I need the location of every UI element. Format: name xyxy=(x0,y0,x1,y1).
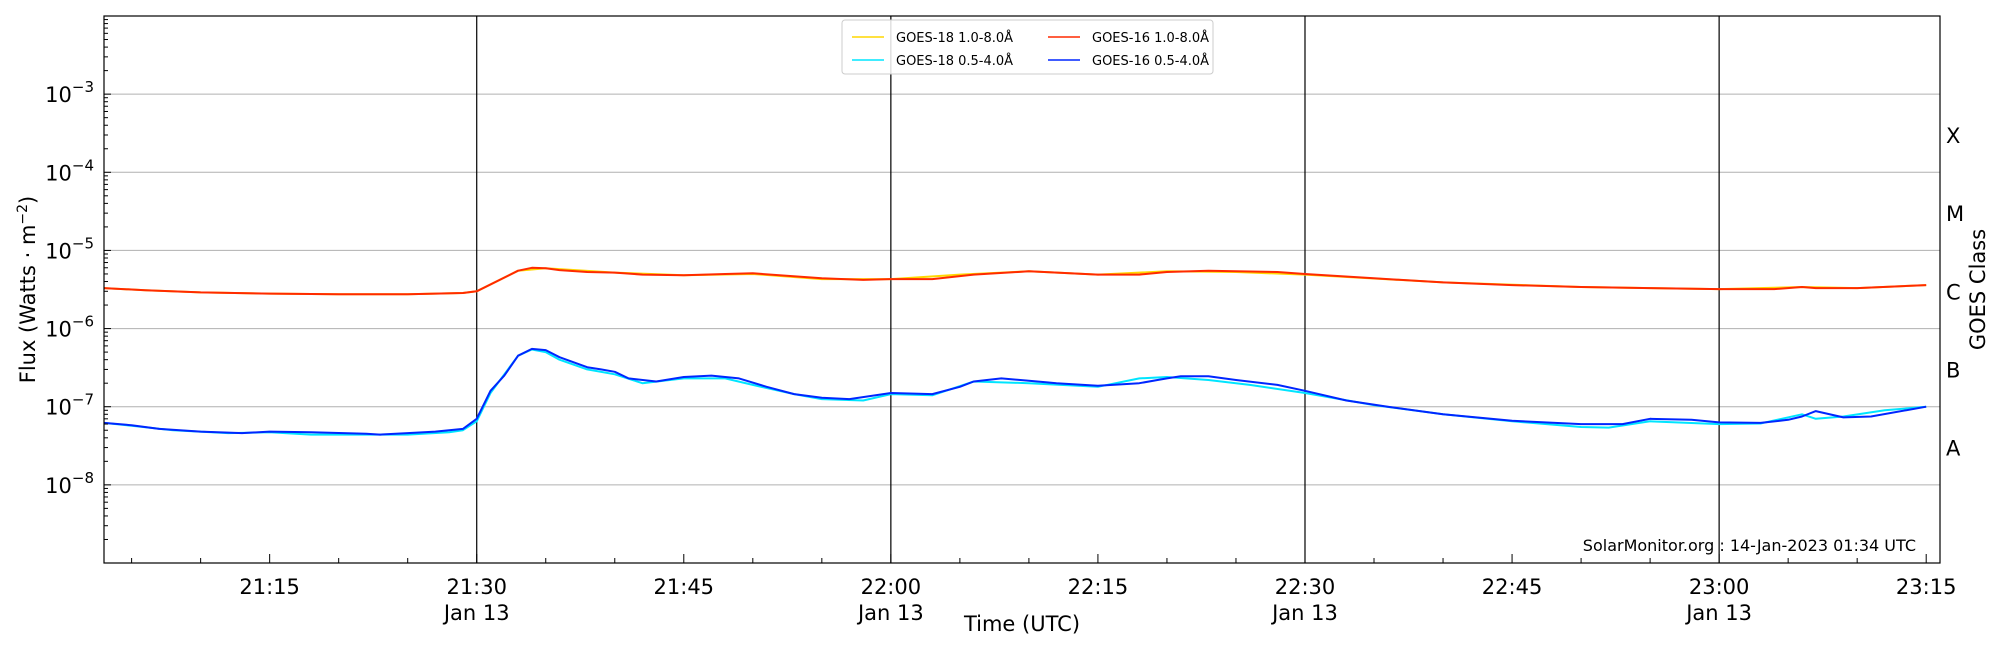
y-tick-label-exponent: −6 xyxy=(72,313,94,331)
series-line-goes16-long xyxy=(103,266,1927,296)
y-axis-label-superscript: −2 xyxy=(15,204,31,225)
y-tick-label: 10−5 xyxy=(45,234,94,263)
goes-class-labels-layer: A B C M X xyxy=(1946,124,1964,461)
y-tick-label-base: 10 xyxy=(45,161,72,185)
y-tick-label-base: 10 xyxy=(45,83,72,107)
y-tick-label: 10−3 xyxy=(45,78,94,107)
y-tick-label-exponent: −5 xyxy=(72,234,94,252)
goes-class-label: B xyxy=(1946,358,1960,382)
y-ticks-layer: 10−810−710−610−510−410−3 xyxy=(45,19,111,540)
goes-class-label: M xyxy=(1946,202,1964,226)
x-tick-label: 21:30 xyxy=(446,575,507,599)
goes-class-label: A xyxy=(1946,437,1961,461)
x-tick-label: 23:00 xyxy=(1689,575,1750,599)
x-tick-date-label: Jan 13 xyxy=(856,601,924,625)
x-tick-label: 22:45 xyxy=(1482,575,1543,599)
y-tick-label: 10−8 xyxy=(45,469,94,498)
grid-layer xyxy=(104,93,1940,486)
y-tick-label-exponent: −8 xyxy=(72,469,94,487)
y-tick-label: 10−7 xyxy=(45,391,94,420)
x-tick-label: 21:15 xyxy=(239,575,300,599)
y-axis-label-main: Flux (Watts · m xyxy=(16,225,40,384)
goes-class-label: C xyxy=(1946,280,1961,304)
legend-label: GOES-16 1.0-8.0Å xyxy=(1092,30,1209,46)
y-tick-label: 10−4 xyxy=(45,156,94,185)
legend-label: GOES-18 1.0-8.0Å xyxy=(896,30,1013,46)
x-tick-label: 22:30 xyxy=(1275,575,1336,599)
y-tick-label-base: 10 xyxy=(45,474,72,498)
y-tick-label-base: 10 xyxy=(45,318,72,342)
y-tick-label: 10−6 xyxy=(45,313,94,342)
y-axis-label: Flux (Watts · m−2) xyxy=(15,196,40,384)
legend-label: GOES-18 0.5-4.0Å xyxy=(896,53,1013,69)
y-tick-label-exponent: −4 xyxy=(72,156,94,174)
y-axis-label-close: ) xyxy=(16,196,40,204)
x-tick-date-label: Jan 13 xyxy=(1270,601,1338,625)
series-line-goes16-short xyxy=(103,347,1927,436)
x-tick-date-label: Jan 13 xyxy=(1684,601,1752,625)
series-line-goes18-short xyxy=(103,348,1927,436)
y-tick-label-exponent: −3 xyxy=(72,78,94,96)
credit-text: SolarMonitor.org : 14-Jan-2023 01:34 UTC xyxy=(1583,536,1916,555)
goes-class-label: X xyxy=(1946,124,1960,148)
goes-class-axis-label: GOES Class xyxy=(1966,229,1990,350)
legend-box xyxy=(841,19,1214,75)
legend-label: GOES-16 0.5-4.0Å xyxy=(1092,53,1209,69)
legend: GOES-18 1.0-8.0Å GOES-16 1.0-8.0Å GOES-18 … xyxy=(841,19,1214,75)
x-tick-label: 22:15 xyxy=(1068,575,1129,599)
y-tick-label-exponent: −7 xyxy=(72,391,94,409)
x-tick-label: 22:00 xyxy=(861,575,922,599)
plot-frame xyxy=(103,15,1941,564)
series-layer xyxy=(103,266,1927,436)
x-axis-label: Time (UTC) xyxy=(963,612,1080,636)
y-tick-label-base: 10 xyxy=(45,239,72,263)
x-tick-label: 21:45 xyxy=(654,575,715,599)
x-tick-date-label: Jan 13 xyxy=(442,601,510,625)
y-tick-label-base: 10 xyxy=(45,396,72,420)
x-tick-label: 23:15 xyxy=(1896,575,1957,599)
